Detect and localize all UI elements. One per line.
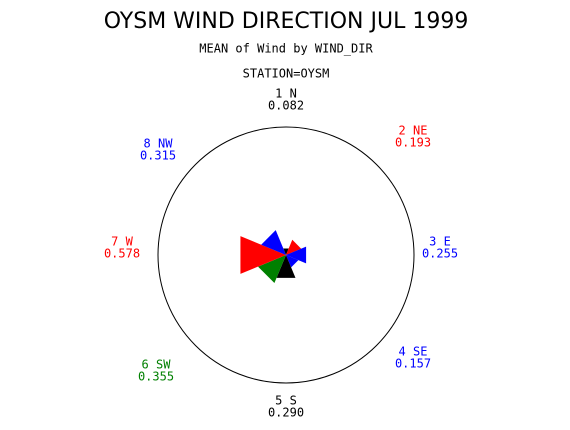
- direction-label: 3 E: [429, 235, 451, 249]
- slice: [286, 255, 299, 268]
- value-label: 0.315: [140, 149, 176, 163]
- value-label: 0.355: [138, 370, 174, 384]
- direction-label: 1 N: [275, 87, 297, 101]
- direction-label: 8 NW: [144, 137, 174, 151]
- slice: [276, 255, 296, 278]
- value-label: 0.082: [268, 99, 304, 113]
- value-label: 0.578: [104, 247, 140, 261]
- chart-title: OYSM WIND DIRECTION JUL 1999: [104, 9, 469, 34]
- group-label: STATION=OYSM: [243, 67, 330, 81]
- value-label: 0.255: [422, 247, 458, 261]
- slice: [283, 248, 289, 255]
- value-label: 0.193: [395, 136, 431, 150]
- slice: [261, 230, 286, 255]
- slice: [258, 255, 286, 283]
- slice: [286, 239, 302, 255]
- direction-label: 4 SE: [399, 345, 428, 359]
- value-label: 0.157: [395, 357, 431, 371]
- slice: [240, 236, 286, 274]
- direction-label: 6 SW: [142, 358, 172, 372]
- direction-label: 5 S: [275, 394, 297, 408]
- direction-label: 2 NE: [399, 124, 428, 138]
- outer-circle: [157, 126, 415, 384]
- value-label: 0.290: [268, 406, 304, 420]
- chart-subtitle: MEAN of Wind by WIND_DIR: [199, 42, 373, 56]
- direction-label: 7 W: [111, 235, 133, 249]
- slice: [286, 246, 307, 264]
